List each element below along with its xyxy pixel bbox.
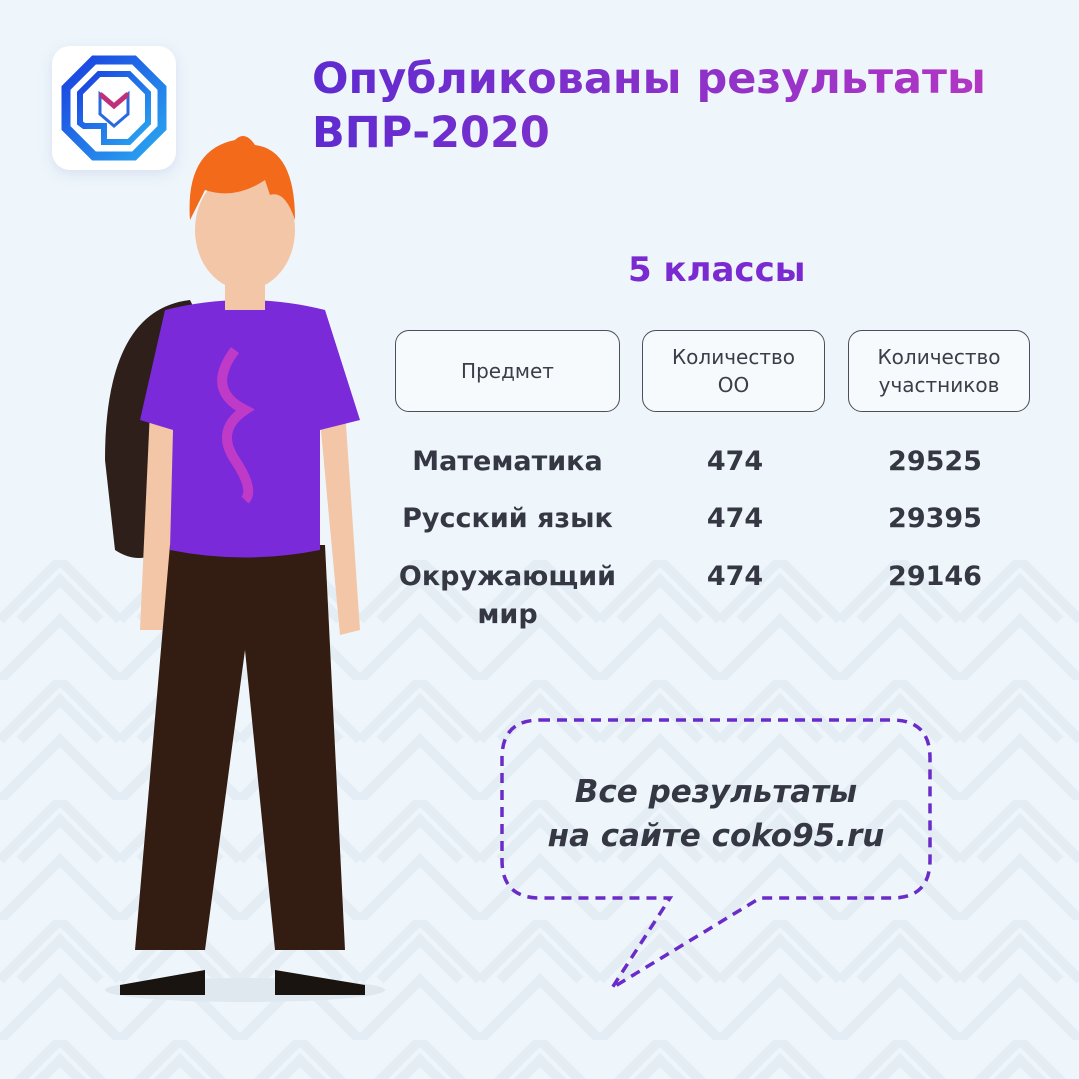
page-title: Опубликованы результаты ВПР-2020 bbox=[312, 52, 986, 160]
schools-cell: 474 bbox=[706, 561, 764, 592]
participants-cell: 29146 bbox=[888, 561, 982, 592]
speech-bubble bbox=[500, 718, 932, 990]
subject-line: Окружающий bbox=[398, 561, 617, 592]
student-illustration bbox=[105, 136, 385, 1002]
column-header-schools: Количество ОО bbox=[642, 330, 825, 412]
column-header-text: Предмет bbox=[461, 359, 554, 383]
grade-heading: 5 классы bbox=[628, 250, 806, 290]
column-header-subject: Предмет bbox=[395, 330, 620, 412]
subject-cell: Русский язык bbox=[402, 503, 613, 534]
coko-logo-icon bbox=[61, 55, 167, 161]
column-header-participants: Количество участников bbox=[848, 330, 1030, 412]
hair bbox=[189, 136, 295, 220]
tshirt bbox=[140, 300, 360, 558]
participants-cell: 29395 bbox=[888, 503, 982, 534]
trousers bbox=[135, 545, 345, 950]
column-header-text: ОО bbox=[717, 373, 750, 397]
subject-cell: Математика bbox=[412, 446, 603, 477]
column-header-text: участников bbox=[878, 373, 1000, 397]
schools-cell: 474 bbox=[706, 446, 764, 477]
participants-cell: 29525 bbox=[888, 446, 982, 477]
title-line-2: ВПР-2020 bbox=[312, 108, 550, 158]
schools-cell: 474 bbox=[706, 503, 764, 534]
title-line-1: Опубликованы результаты bbox=[312, 54, 986, 104]
subject-cell: Окружающий мир bbox=[385, 561, 630, 631]
column-header-text: Количество bbox=[877, 345, 1001, 369]
face bbox=[195, 170, 295, 290]
callout-line-2[interactable]: на сайте coko95.ru bbox=[547, 818, 885, 854]
callout-text: Все результаты на сайте coko95.ru bbox=[500, 770, 932, 858]
logo bbox=[52, 46, 176, 170]
callout-line-1: Все результаты bbox=[574, 774, 858, 810]
subject-line: мир bbox=[477, 599, 538, 630]
column-header-text: Количество bbox=[671, 345, 795, 369]
